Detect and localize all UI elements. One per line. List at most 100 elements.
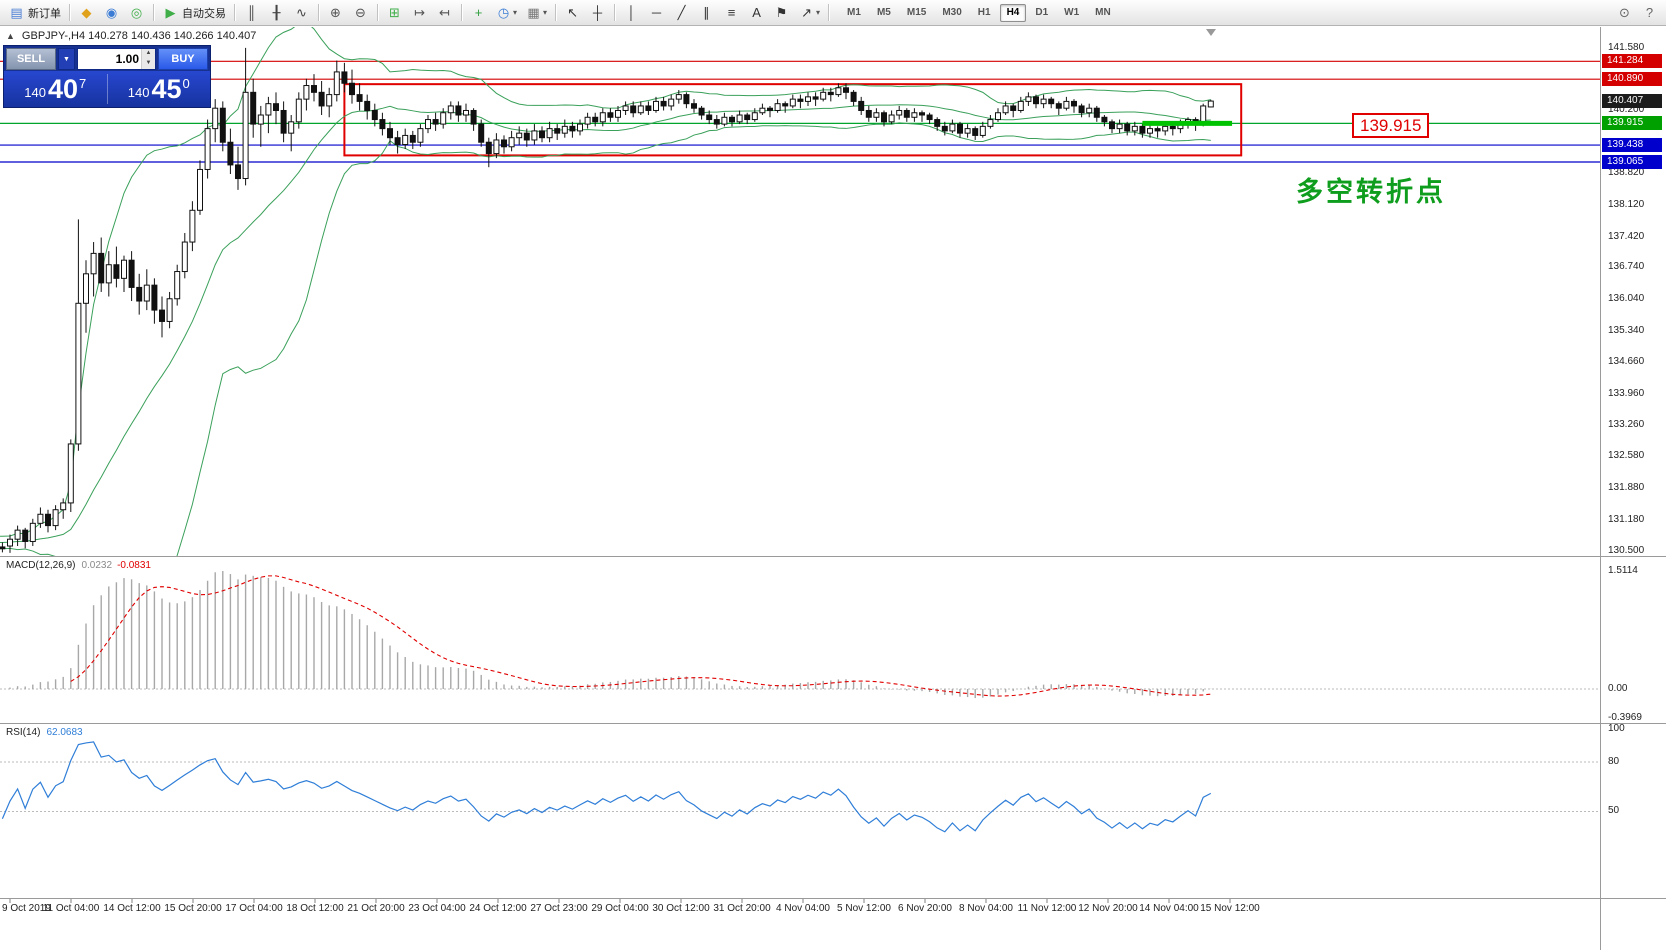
label-icon[interactable]: ⚑: [770, 3, 793, 23]
chart-shift-marker: [1206, 29, 1216, 36]
navigator-icon[interactable]: ◎: [125, 3, 148, 23]
search-icon: ⊙: [1619, 4, 1630, 20]
rsi-value: 62.0683: [46, 727, 83, 738]
arrows-icon[interactable]: ↗ ▾: [795, 3, 823, 23]
vertical-line-icon[interactable]: │: [620, 3, 643, 23]
price-badge: 139.915: [1602, 116, 1662, 131]
rsi-label: RSI(14) 62.0683: [6, 727, 83, 738]
bar-chart-icon[interactable]: ║: [240, 3, 263, 23]
toolbar-separator: [461, 4, 462, 21]
price-tick: 133.960: [1608, 387, 1645, 399]
toolbar-separator: [153, 4, 154, 21]
dropdown-caret-icon: ▾: [543, 8, 548, 17]
sell-price-point: 7: [79, 76, 87, 91]
toolbar-right: ⊙?: [1612, 3, 1662, 23]
one-click-collapse-toggle[interactable]: ▲: [6, 31, 15, 41]
trendline-icon: ╱: [677, 4, 686, 20]
search-icon[interactable]: ⊙: [1613, 3, 1636, 23]
market-watch-icon: ◆: [81, 4, 92, 20]
macd-layer: [0, 571, 1600, 699]
periods-icon[interactable]: ◷ ▾: [492, 3, 520, 23]
price-scale[interactable]: 141.580 140.200 138.820 138.120 137.420 136.7…: [1601, 27, 1666, 950]
volume-dropdown[interactable]: ▼: [58, 48, 75, 70]
horizontal-line-icon: ─: [651, 4, 662, 20]
trendline-icon[interactable]: ╱: [670, 3, 693, 23]
zoom-in-icon[interactable]: ⊕: [324, 3, 347, 23]
candlestick-icon[interactable]: ╂: [265, 3, 288, 23]
time-label: 21 Oct 20:00: [347, 903, 405, 914]
rsi-name: RSI(14): [6, 727, 41, 738]
timeframe-m5[interactable]: M5: [876, 6, 891, 18]
timeframe-m30[interactable]: M30: [942, 6, 962, 18]
price-tick: -0.3969: [1608, 712, 1642, 723]
volume-up-icon[interactable]: ▲: [142, 49, 155, 59]
fibonacci-icon[interactable]: ≡: [720, 3, 743, 23]
order-panel-controls: SELL ▼ ▲ ▼ BUY: [4, 46, 210, 71]
chart-shift-icon[interactable]: ↤: [433, 3, 456, 23]
time-label: 14 Oct 12:00: [103, 903, 161, 914]
time-label: 11 Oct 04:00: [42, 903, 100, 914]
sell-price-button[interactable]: 140 40 7: [4, 71, 107, 107]
new-order-button[interactable]: ▤ 新订单: [5, 3, 64, 23]
toolbar-separator: [318, 4, 319, 21]
autotrading-button[interactable]: ▶ 自动交易: [159, 3, 229, 23]
zoom-out-icon[interactable]: ⊖: [349, 3, 372, 23]
timeframe-w1[interactable]: W1: [1064, 6, 1080, 18]
crosshair-icon[interactable]: ┼: [586, 3, 609, 23]
line-chart-icon[interactable]: ∿: [290, 3, 313, 23]
volume-down-icon[interactable]: ▼: [142, 59, 155, 69]
zoom-out-icon: ⊖: [355, 4, 366, 20]
price-tick: 141.580: [1608, 41, 1645, 53]
help-icon[interactable]: ?: [1638, 3, 1661, 23]
indicators-icon[interactable]: +: [467, 3, 490, 23]
one-click-trading-panel: SELL ▼ ▲ ▼ BUY 140 40 7 140 45 0: [3, 45, 211, 108]
timeframe-toolbar: M1 M5 M15 M30 H1 H4 D1 W1 MN: [839, 3, 1119, 22]
dropdown-caret-icon: ▾: [816, 8, 821, 17]
price-tick: 131.180: [1608, 513, 1645, 525]
time-label: 5 Nov 12:00: [837, 903, 891, 914]
time-label: 18 Oct 12:00: [286, 903, 344, 914]
arrows-icon: ↗: [801, 4, 812, 20]
price-callout[interactable]: 139.915: [1352, 113, 1430, 138]
timeframe-m15[interactable]: M15: [906, 6, 927, 18]
timeframe-m1[interactable]: M1: [847, 6, 861, 18]
timeframe-h1[interactable]: H1: [977, 6, 991, 18]
sell-price-pips: 40: [47, 74, 78, 104]
market-watch-icon[interactable]: ◆: [75, 3, 98, 23]
auto-scroll-icon: ↦: [414, 4, 425, 20]
dropdown-caret-icon: ▾: [513, 8, 518, 17]
buy-button[interactable]: BUY: [158, 48, 208, 70]
fibonacci-icon: ≡: [727, 4, 736, 20]
timeframe-mn[interactable]: MN: [1095, 6, 1111, 18]
auto-scroll-icon[interactable]: ↦: [408, 3, 431, 23]
time-label: 14 Nov 04:00: [1139, 903, 1199, 914]
buy-price-button[interactable]: 140 45 0: [108, 71, 211, 107]
tile-windows-icon[interactable]: ⊞: [383, 3, 406, 23]
templates-icon[interactable]: ▦ ▾: [522, 3, 550, 23]
volume-input[interactable]: [78, 49, 141, 69]
text-icon[interactable]: A: [745, 3, 768, 23]
channel-icon[interactable]: ∥: [695, 3, 718, 23]
text-icon: A: [752, 4, 761, 20]
horizontal-line-icon[interactable]: ─: [645, 3, 668, 23]
time-label: 4 Nov 04:00: [776, 903, 830, 914]
timeframe-h4[interactable]: H4: [999, 3, 1027, 22]
price-badge: 139.065: [1602, 154, 1662, 169]
vertical-line-icon: │: [627, 4, 636, 20]
turning-point-note[interactable]: 多空转折点: [1296, 177, 1446, 207]
buy-price-point: 0: [182, 76, 190, 91]
help-icon: ?: [1645, 4, 1654, 20]
candlestick-icon: ╂: [272, 4, 281, 20]
data-window-icon: ◉: [105, 4, 118, 20]
sell-button[interactable]: SELL: [6, 48, 56, 70]
main-toolbar: ▤ 新订单 ◆ ◉ ◎ ▶ 自动交易 ║ ╂ ∿ ⊕ ⊖ ⊞ ↦ ↤ + ◷ ▾ ▦ ▾ ↖ ┼ │ ─ ╱ ∥ ≡ A ⚑ ↗ ▾ M1 M…: [0, 0, 1666, 26]
templates-icon: ▦: [527, 4, 540, 20]
price-tick: 140.200: [1608, 104, 1645, 116]
cursor-icon[interactable]: ↖: [561, 3, 584, 23]
data-window-icon[interactable]: ◉: [100, 3, 123, 23]
volume-spinner: ▲ ▼: [141, 49, 155, 69]
macd-name: MACD(12,26,9): [6, 560, 76, 571]
time-axis[interactable]: 9 Oct 2019 11 Oct 04:00 14 Oct 12:00 15 Oct…: [0, 900, 1600, 950]
timeframe-d1[interactable]: D1: [1035, 6, 1049, 18]
